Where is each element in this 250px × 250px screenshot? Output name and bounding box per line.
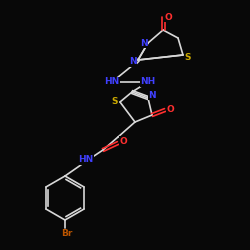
- Text: HN: HN: [78, 156, 94, 164]
- Text: Br: Br: [61, 230, 73, 238]
- Text: N: N: [148, 90, 156, 100]
- Text: S: S: [185, 52, 191, 62]
- Text: S: S: [112, 98, 118, 106]
- Text: O: O: [166, 106, 174, 114]
- Text: O: O: [164, 12, 172, 22]
- Text: NH: NH: [140, 78, 156, 86]
- Text: N: N: [140, 38, 148, 48]
- Text: N: N: [129, 58, 137, 66]
- Text: O: O: [119, 136, 127, 145]
- Text: HN: HN: [104, 78, 120, 86]
